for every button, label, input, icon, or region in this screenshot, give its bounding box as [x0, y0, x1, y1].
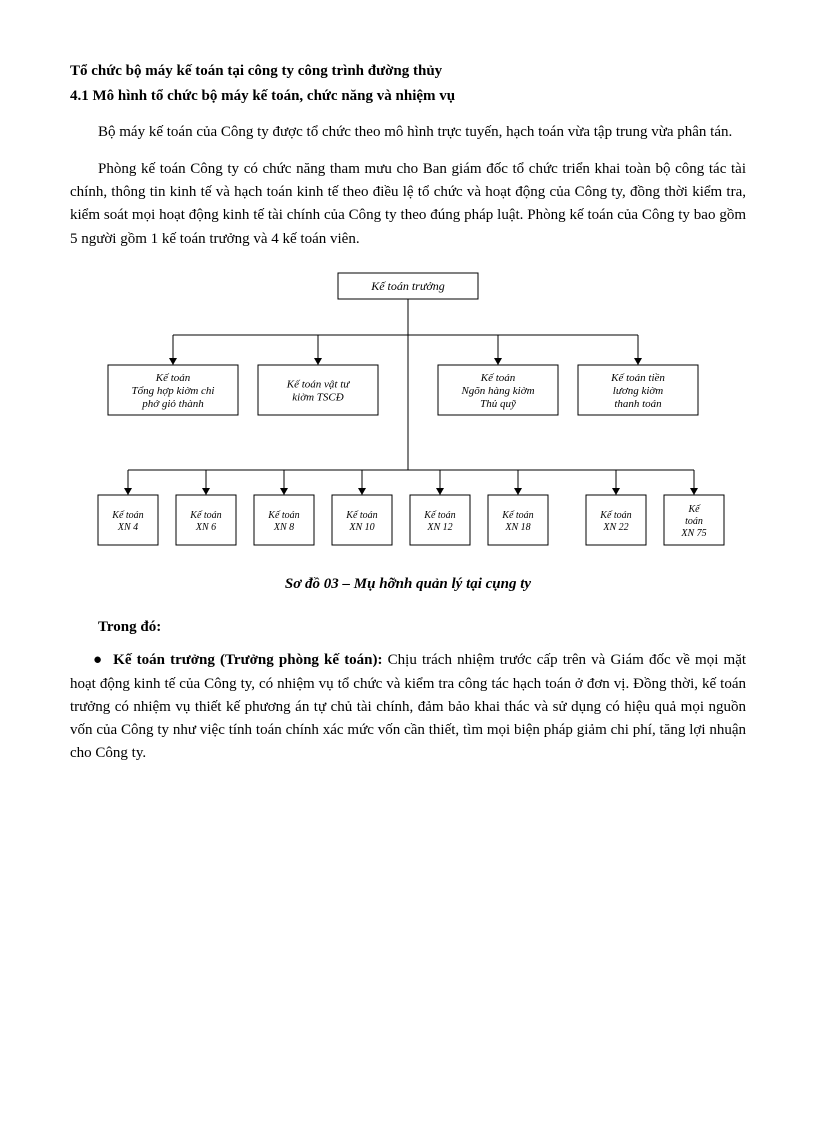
bullet-body: Chịu trách nhiệm trước cấp trên và Giám … — [70, 652, 746, 761]
svg-text:XN 12: XN 12 — [426, 522, 452, 533]
svg-text:Kế toán: Kế toán — [111, 510, 143, 521]
svg-text:lương kiờm: lương kiờm — [613, 385, 663, 397]
svg-text:XN 18: XN 18 — [504, 522, 530, 533]
svg-text:toán: toán — [685, 516, 703, 527]
svg-text:Kế toán: Kế toán — [599, 510, 631, 521]
svg-text:Kế: Kế — [687, 504, 701, 515]
svg-text:Kế toán: Kế toán — [345, 510, 377, 521]
org-chart-diagram: Kế toán trưởngKế toánTổng hợp kiờm chiph… — [70, 265, 746, 565]
svg-text:Kế toán: Kế toán — [267, 510, 299, 521]
svg-text:Kế toán: Kế toán — [189, 510, 221, 521]
legend-label: Trong đó: — [70, 616, 746, 639]
bullet-item: ● Kế toán trưởng (Trưởng phòng kế toán):… — [70, 649, 746, 765]
svg-text:XN 75: XN 75 — [680, 528, 706, 539]
svg-text:XN 8: XN 8 — [273, 522, 294, 533]
paragraph-1: Bộ máy kế toán của Công ty được tổ chức … — [70, 121, 746, 144]
svg-text:XN 22: XN 22 — [602, 522, 628, 533]
section-heading: Tổ chức bộ máy kế toán tại công ty công … — [70, 60, 746, 83]
svg-text:Kế toán tiền: Kế toán tiền — [610, 372, 665, 384]
svg-text:Thủ quỹ: Thủ quỹ — [480, 398, 517, 410]
svg-text:Kế toán: Kế toán — [155, 372, 191, 384]
svg-text:thanh toán: thanh toán — [614, 398, 662, 410]
svg-text:Kế toán: Kế toán — [480, 372, 516, 384]
svg-text:Kế toán: Kế toán — [501, 510, 533, 521]
bullet-icon: ● — [70, 649, 108, 672]
bullet-title: Kế toán trưởng (Trưởng phòng kế toán): — [113, 652, 382, 668]
svg-text:XN 6: XN 6 — [195, 522, 216, 533]
svg-text:XN 4: XN 4 — [117, 522, 138, 533]
subsection-heading: 4.1 Mô hình tổ chức bộ máy kế toán, chức… — [70, 85, 746, 108]
svg-text:Kế toán trưởng: Kế toán trưởng — [370, 279, 445, 293]
svg-text:Tổng hợp kiờm chi: Tổng hợp kiờm chi — [132, 385, 215, 397]
svg-text:Kế toán vật tư: Kế toán vật tư — [286, 378, 351, 390]
paragraph-2: Phòng kế toán Công ty có chức năng tham … — [70, 158, 746, 251]
svg-text:kiờm TSCĐ: kiờm TSCĐ — [292, 391, 343, 403]
svg-text:XN 10: XN 10 — [348, 522, 374, 533]
svg-text:phớ giỏ thành: phớ giỏ thành — [141, 398, 204, 410]
diagram-caption: Sơ đồ 03 – Mụ hỡnh quản lý tại cụng ty — [70, 573, 746, 596]
svg-text:Ngõn hàng kiờm: Ngõn hàng kiờm — [460, 385, 534, 397]
svg-text:Kế toán: Kế toán — [423, 510, 455, 521]
